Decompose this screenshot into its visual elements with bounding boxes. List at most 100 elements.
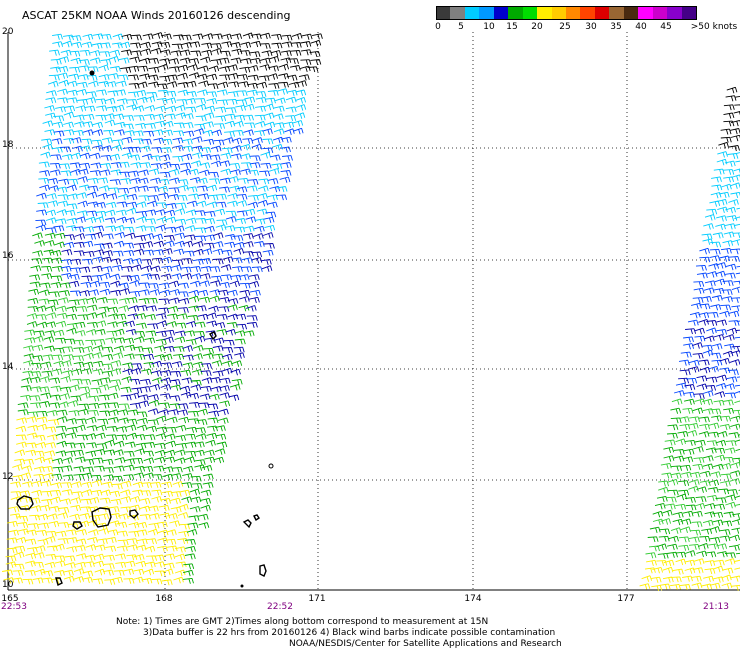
wind-barb (241, 266, 253, 273)
wind-barb (184, 456, 196, 464)
wind-barb (74, 456, 86, 463)
wind-barb (711, 343, 723, 350)
wind-barb (224, 225, 236, 232)
wind-barb (202, 482, 214, 489)
wind-barb (232, 266, 243, 273)
wind-barb (57, 194, 69, 201)
wind-barb (194, 459, 206, 466)
wind-barb (152, 257, 164, 264)
wind-barb (732, 513, 740, 520)
wind-barb (135, 313, 146, 320)
wind-barb (716, 551, 728, 558)
wind-barb (135, 560, 147, 568)
wind-barb (93, 465, 105, 472)
wind-barb (263, 216, 275, 224)
wind-barb (87, 66, 99, 73)
wind-barb (111, 42, 123, 49)
wind-barb (99, 497, 111, 504)
wind-barb (730, 134, 740, 142)
wind-barb (171, 361, 183, 368)
wind-barb (150, 47, 162, 55)
wind-barb (174, 104, 186, 112)
wind-barb (61, 153, 73, 161)
wind-barb (166, 529, 177, 536)
legend-label: 40 (635, 22, 647, 32)
wind-barb (166, 321, 177, 328)
wind-barb (99, 377, 111, 384)
wind-barb (64, 338, 76, 345)
wind-barb (259, 43, 271, 49)
wind-barb (104, 579, 116, 585)
wind-barb (38, 386, 50, 393)
wind-barb (110, 498, 122, 505)
legend-label: 20 (531, 22, 543, 32)
wind-barb (724, 160, 736, 167)
wind-barb (101, 145, 113, 152)
wind-barb (136, 216, 147, 223)
wind-barb (651, 584, 663, 592)
wind-barb (139, 282, 151, 289)
wind-barb (34, 434, 46, 441)
wind-barb (735, 272, 740, 275)
wind-barb (247, 82, 258, 89)
wind-barb (143, 457, 155, 464)
wind-barb (180, 34, 192, 41)
wind-barb (61, 465, 73, 472)
wind-barb (99, 169, 111, 176)
wind-barb (91, 265, 103, 273)
wind-barb (41, 265, 53, 272)
wind-barb (50, 496, 61, 504)
wind-barb (97, 297, 108, 304)
wind-barb (713, 463, 724, 471)
wind-barb (98, 185, 110, 192)
wind-barb (186, 200, 198, 208)
wind-barb (112, 264, 123, 272)
wind-barb (730, 575, 740, 582)
wind-barb (733, 111, 740, 116)
wind-barb (24, 329, 36, 336)
wind-barb (45, 321, 56, 328)
wind-barb (66, 313, 77, 321)
wind-barb (62, 474, 74, 481)
wind-barb (212, 345, 224, 352)
wind-barb (107, 529, 119, 536)
wind-barb (36, 321, 48, 329)
wind-barb (704, 335, 715, 343)
wind-barb (36, 529, 48, 536)
wind-barb (26, 529, 37, 536)
wind-barb (716, 215, 727, 222)
wind-barb (230, 368, 241, 376)
wind-barb (698, 542, 709, 550)
wind-barb (242, 257, 253, 264)
wind-barb (102, 363, 113, 370)
wind-barb (730, 415, 740, 423)
wind-barb (130, 162, 142, 169)
wind-barb (31, 489, 43, 497)
wind-barb (680, 464, 692, 471)
wind-barb (126, 418, 138, 425)
wind-barb (109, 384, 121, 392)
wind-barb (76, 192, 87, 199)
wind-barb (124, 130, 135, 137)
wind-barb (224, 131, 236, 137)
wind-barb (20, 385, 32, 392)
wind-barb (267, 194, 278, 201)
wind-barb (724, 447, 736, 454)
wind-barb (271, 33, 283, 40)
wind-barb (672, 518, 684, 526)
wind-barb (92, 231, 103, 239)
wind-barb (126, 554, 138, 561)
wind-barb (146, 425, 158, 433)
lat-label: 10 (2, 580, 14, 590)
wind-barb (185, 80, 197, 88)
wind-barb (197, 289, 209, 297)
wind-barb (654, 502, 666, 510)
wind-barb (239, 282, 251, 289)
wind-barb (212, 232, 224, 239)
wind-barb (709, 255, 721, 262)
wind-barb (179, 385, 191, 393)
wind-barb (236, 210, 248, 217)
wind-barb (63, 129, 75, 136)
wind-barb (76, 88, 88, 96)
wind-barb (723, 231, 735, 238)
